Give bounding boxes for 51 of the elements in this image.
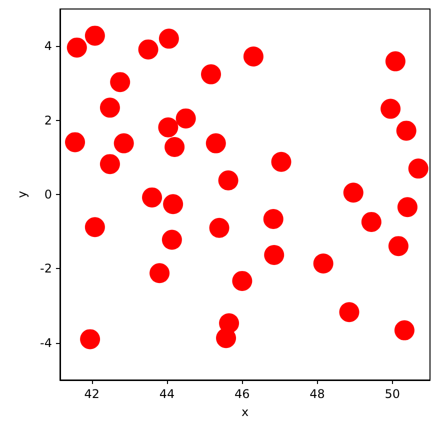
point [206,133,226,154]
x-tick-label: 48 [310,387,325,401]
point [164,137,185,158]
point [201,64,222,84]
point [163,194,184,214]
point [394,320,414,340]
point [100,98,120,118]
point [110,72,130,92]
point [218,170,238,190]
point [138,39,158,60]
point [388,236,408,256]
point [343,182,364,203]
point [66,38,87,58]
y-tick-label: 2 [44,113,52,128]
point [162,230,182,250]
point [313,254,334,274]
point [361,212,382,232]
point [263,208,284,229]
point [84,217,105,238]
point [380,98,401,119]
point [80,329,100,350]
y-tick-label: 0 [44,188,52,202]
point [209,218,230,238]
point [385,51,406,72]
point [408,158,428,179]
x-tick-label: 46 [234,387,250,401]
point [243,46,264,66]
y-tick-label: -2 [40,262,52,276]
point [158,117,178,138]
x-tick-label: 44 [159,387,175,401]
y-tick-label: -4 [40,336,52,350]
point [339,302,360,322]
point [84,26,105,46]
y-tick-label: 4 [44,39,52,54]
point [216,328,236,348]
point [264,244,284,265]
point [150,263,170,284]
point [232,270,252,291]
point [397,197,418,218]
point [396,120,416,141]
point [100,154,120,174]
x-axis-title: x [241,405,249,419]
point [158,28,179,49]
x-tick-label: 50 [384,387,400,401]
point [142,187,162,208]
point [65,132,86,152]
y-axis-title: y [15,190,29,198]
x-tick-label: 42 [84,387,100,401]
point [271,152,292,172]
point [176,108,196,128]
point [114,133,134,154]
